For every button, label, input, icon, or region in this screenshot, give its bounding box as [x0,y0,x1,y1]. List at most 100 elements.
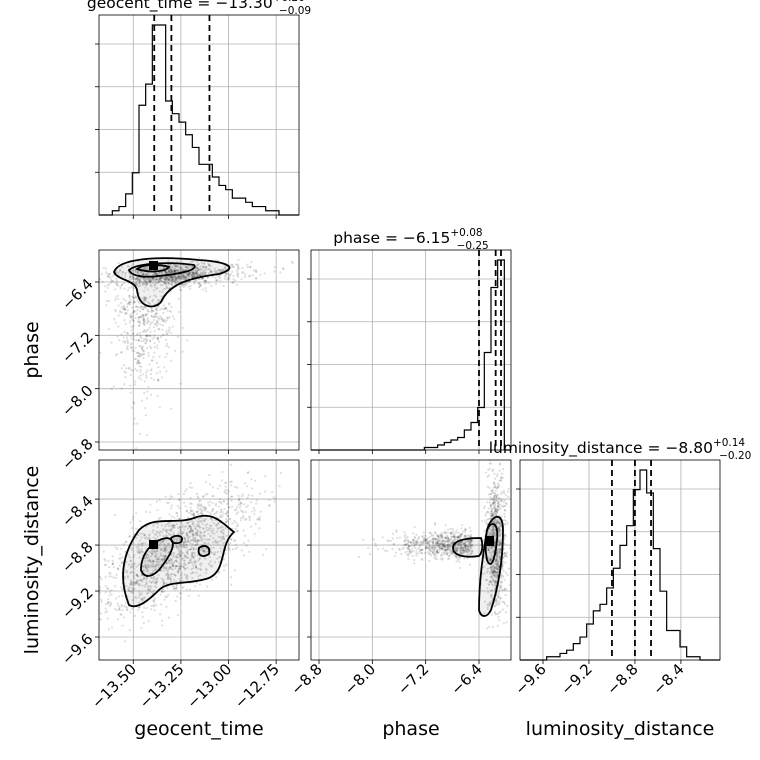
sample-point [201,549,205,552]
sample-point [441,539,444,542]
sample-point [131,306,134,309]
sample-point [432,552,435,555]
sample-point [493,521,497,524]
sample-point [142,357,145,360]
sample-point [407,545,410,548]
sample-point [401,547,404,550]
sample-point [495,559,498,562]
sample-point [464,544,467,547]
sample-point [152,578,155,581]
sample-point [99,575,102,579]
sample-point [494,561,498,564]
sample-point [133,402,136,405]
sample-point [241,493,244,496]
sample-point [236,511,240,514]
sample-point [239,504,242,507]
sample-point [99,351,102,355]
sample-point [114,321,118,324]
sample-point [178,525,181,529]
sample-point [187,556,190,559]
sample-point [202,534,205,537]
sample-point [196,540,199,544]
sample-point [130,315,133,318]
sample-point [226,510,230,514]
sample-point [201,277,204,280]
sample-point [167,278,171,282]
sample-point [133,296,136,300]
sample-point [158,290,162,293]
sample-point [202,495,205,498]
sample-point [186,527,189,530]
sample-point [245,505,248,509]
sample-point [128,313,131,316]
sample-point [233,509,237,512]
sample-point [223,489,227,492]
sample-point [124,308,127,312]
sample-point [171,565,175,568]
sample-point [464,534,467,537]
sample-point [152,279,155,282]
sample-point [160,276,163,279]
sample-point [188,535,192,538]
sample-point [466,545,469,548]
sample-point [178,517,181,521]
sample-point [494,534,497,537]
sample-point [414,541,418,544]
sample-point [190,545,193,548]
sample-point [164,525,167,528]
sample-point [160,558,164,561]
sample-point [130,345,133,349]
sample-point [139,578,143,581]
sample-point [160,376,163,379]
sample-point [104,563,108,567]
sample-point [174,574,177,577]
sample-point [194,566,198,569]
sample-point [106,601,110,604]
sample-point [173,280,176,283]
sample-point [174,278,177,281]
sample-point [199,271,202,274]
sample-point [447,542,450,546]
sample-point [191,275,194,278]
sample-point [422,541,425,545]
sample-point [144,297,147,300]
sample-point [496,521,499,524]
sample-point [435,557,439,561]
sample-point [195,270,198,273]
sample-point [194,565,197,568]
sample-point [498,565,501,568]
sample-point [174,265,178,268]
sample-point [155,308,158,311]
sample-point [132,300,136,303]
sample-point [123,319,126,322]
sample-point [185,272,188,276]
sample-point [142,319,146,322]
sample-point [436,550,439,553]
sample-point [504,534,507,538]
sample-point [120,283,124,286]
sample-point [193,275,196,278]
sample-point [149,335,152,338]
sample-point [448,549,451,552]
sample-point [122,336,125,339]
sample-point [178,556,181,559]
sample-point [129,374,132,377]
sample-point [444,524,447,527]
sample-point [167,281,170,284]
sample-point [179,579,182,582]
sample-point [143,273,147,277]
sample-point [174,587,177,591]
sample-point [175,559,178,562]
sample-point [242,541,246,545]
tick-labels: −13.50−13.25−13.00−12.75 −8.8 −8.0 −7.2 −6.4… [58,275,688,712]
sample-point [224,485,227,488]
sample-point [481,519,484,523]
sample-point [204,493,207,496]
sample-point [496,547,500,551]
sample-point [490,514,493,517]
sample-point [160,279,163,282]
sample-point [254,522,257,525]
sample-point [268,504,271,507]
sample-point [175,556,179,559]
sample-point [163,548,166,551]
